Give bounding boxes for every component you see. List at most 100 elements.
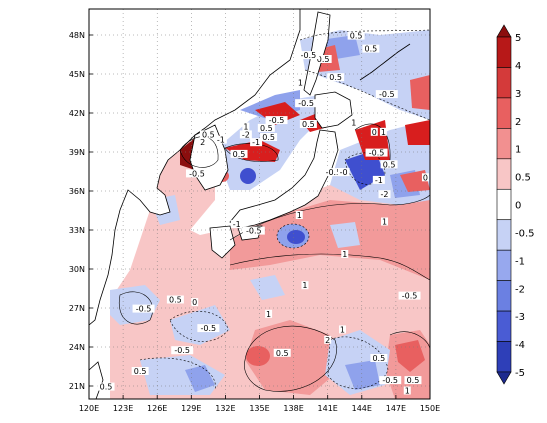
- asian-mainland: [89, 9, 301, 326]
- colorbar-label: 4: [515, 61, 521, 72]
- contour-label-bg: [239, 130, 252, 139]
- x-axis: 120E 123E 126E 129E 132E 135E 138E 141E 144E 147E…: [79, 395, 440, 413]
- contour-label-bg: [199, 138, 207, 147]
- contour-label-bg: [265, 309, 273, 318]
- contour-label-bg: [378, 190, 391, 199]
- x-tick-label: 150E: [420, 404, 440, 413]
- central-negative-patch: [250, 275, 285, 300]
- contour-label-bg: [341, 250, 349, 258]
- contour-label: 1: [266, 310, 271, 319]
- contour-line: [169, 311, 229, 342]
- contour-label-bg: [299, 120, 317, 128]
- contour-label-bg: [372, 175, 385, 184]
- contour-label-bg: [314, 55, 332, 63]
- contour-label: 0.5: [317, 55, 330, 64]
- y-axis: 21N 24N 27N 30N 33N 36N 39N 42N 45N 48N: [69, 31, 93, 391]
- contour-label-bg: [403, 386, 411, 395]
- y-tick-label: 24N: [69, 343, 85, 352]
- contour-label-bg: [295, 99, 318, 108]
- contour-label: -0.5: [379, 90, 395, 99]
- contour-label-bg: [379, 127, 387, 136]
- contour-label: 0: [372, 128, 377, 137]
- contour-lines: [118, 29, 430, 392]
- colorbar-label: 2: [515, 117, 521, 128]
- contour-line: [304, 69, 430, 121]
- contour-label: 1: [351, 119, 356, 128]
- southern-positive-core: [246, 346, 270, 366]
- contour-label-bg: [338, 325, 346, 334]
- contour-label: -0.5: [201, 324, 217, 333]
- x-tick-label: 132E: [215, 404, 235, 413]
- colorbar-bottom-arrow: [496, 371, 512, 385]
- contour-label-bg: [214, 135, 227, 144]
- sea-of-japan-strong-positive: [225, 140, 280, 162]
- colorbar-segment: [496, 158, 512, 190]
- contour-label: 0.5: [202, 130, 215, 139]
- south-east-negative-core: [345, 360, 380, 390]
- contour-label-bg: [379, 376, 402, 385]
- contour-label: 0.5: [233, 150, 246, 159]
- contour-label: 0: [192, 298, 197, 307]
- contour-label: 1: [298, 78, 303, 87]
- colorbar-segment: [496, 310, 512, 342]
- contour-label-bg: [197, 324, 220, 333]
- contour-label-bg: [370, 127, 378, 136]
- colorbar-top-arrow: [496, 24, 512, 38]
- southern-positive-patch: [245, 320, 340, 395]
- contour-label-bg: [199, 130, 217, 139]
- contour-label: 1: [342, 250, 347, 259]
- contour-label: 0.5: [350, 32, 363, 41]
- contour-label-bg: [297, 51, 320, 60]
- contour-label: 0.5: [169, 296, 182, 305]
- contour-label-bg: [301, 281, 309, 290]
- contour-label-bg: [324, 335, 332, 344]
- colorbar-label: -3: [515, 312, 525, 323]
- kuril-positive: [410, 75, 430, 110]
- contour-label: 2: [200, 138, 205, 147]
- y-tick-label: 30N: [69, 265, 85, 274]
- contour-label: 0.5: [260, 124, 273, 133]
- contour-label: 0: [423, 173, 428, 182]
- contour-label-bg: [260, 133, 278, 141]
- x-tick-label: 135E: [249, 404, 269, 413]
- contour-label-bg: [132, 304, 155, 313]
- contour-label-bg: [421, 173, 429, 182]
- contour-line: [344, 152, 386, 185]
- contour-label: 0.5: [407, 376, 420, 385]
- x-tick-label: 120E: [79, 404, 99, 413]
- contour-line: [354, 123, 391, 161]
- y-tick-label: 36N: [69, 187, 85, 196]
- contour-label: -0.5: [382, 376, 398, 385]
- contour-line: [229, 253, 430, 281]
- colorbar-segment: [496, 341, 512, 373]
- east-strong-positive: [405, 120, 430, 145]
- y-tick-label: 45N: [69, 70, 85, 79]
- southeast-positive-core: [395, 340, 425, 372]
- contour-label: 1: [381, 128, 386, 137]
- contour-label-bg: [265, 116, 288, 125]
- sea-of-japan-negative-core: [240, 168, 256, 184]
- contour-line: [244, 325, 337, 392]
- y-tick-label: 21N: [69, 382, 85, 391]
- colorbar-label: -5: [515, 368, 525, 379]
- contour-label: -1: [375, 176, 383, 185]
- colorbar-segment: [496, 36, 512, 68]
- contour-label-bg: [191, 298, 199, 307]
- contour-label: 1: [297, 211, 302, 220]
- south-negative-core: [185, 365, 215, 392]
- colorbar-label: 5: [515, 33, 521, 44]
- contour-label-bg: [273, 348, 291, 357]
- contour-line: [229, 194, 430, 241]
- sea-of-japan-north-positive: [255, 102, 300, 125]
- contour-label: -0: [340, 168, 348, 177]
- contour-label: 1: [382, 218, 387, 227]
- contour-label: -0.5: [369, 149, 385, 158]
- contour-line: [139, 357, 216, 391]
- colorbar-label: -1: [515, 256, 525, 267]
- contour-label: -0.5: [326, 168, 342, 177]
- contour-label-bg: [230, 220, 243, 229]
- contour-label-bg: [242, 226, 265, 235]
- x-tick-label: 126E: [147, 404, 167, 413]
